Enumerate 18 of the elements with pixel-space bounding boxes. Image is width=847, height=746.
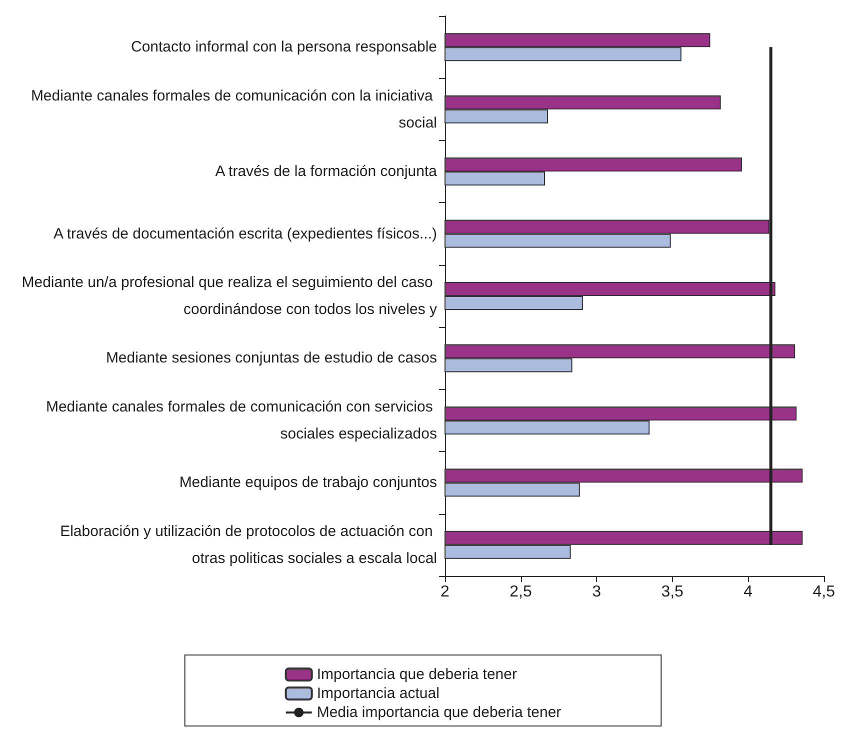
legend-label: Media importancia que deberia tener xyxy=(316,704,562,721)
y-tick-label: Mediante equipos de trabajo conjuntos xyxy=(179,474,437,492)
y-tick-label: Mediante sesiones conjuntas de estudio de casos xyxy=(106,350,437,367)
legend-label: Importancia que deberia tener xyxy=(316,666,517,683)
y-tick-label: Mediante un/a profesional que realiza el seguimiento del caso coordinándose con todos los niveles y xyxy=(22,274,438,318)
x-tick-label: 3 xyxy=(592,584,602,600)
x-tick-label: 4,5 xyxy=(812,584,836,600)
y-tick-label: Mediante canales formales de comunicación con servicios sociales especializados xyxy=(46,398,437,442)
x-tick-label: 3,5 xyxy=(661,584,684,600)
y-tick-label: Mediante canales formales de comunicación con la iniciativa social xyxy=(30,87,437,132)
legend-label: Importancia actual xyxy=(316,685,440,702)
y-tick-label: A través de documentación escrita (expedientes físicos...) xyxy=(53,225,437,242)
x-tick-label: 2 xyxy=(440,584,450,600)
x-tick-label: 4 xyxy=(744,584,753,600)
x-tick-label: 2,5 xyxy=(510,584,532,600)
y-tick-label: A través de la formación conjunta xyxy=(215,163,438,180)
y-tick-label: Contacto informal con la persona responsable xyxy=(130,38,437,56)
y-tick-label: Elaboración y utilización de protocolos de actuación con otras politicas sociales a escala local xyxy=(60,522,437,567)
